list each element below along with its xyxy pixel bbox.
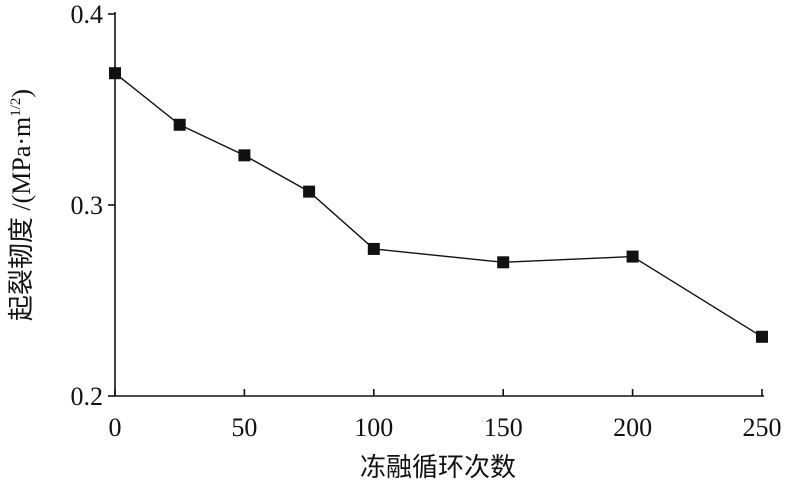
y-axis-label: 起裂韧度 /(MPa·m1/2) bbox=[7, 89, 36, 321]
y-tick-label: 0.2 bbox=[71, 382, 104, 411]
y-axis-label-end: ) bbox=[7, 89, 36, 98]
marker bbox=[626, 250, 639, 263]
y-tick-label: 0.4 bbox=[71, 0, 104, 29]
x-tick-label: 100 bbox=[354, 413, 393, 442]
x-tick-label: 200 bbox=[613, 413, 652, 442]
x-tick-label: 250 bbox=[743, 413, 782, 442]
marker bbox=[303, 185, 316, 198]
marker bbox=[497, 256, 510, 269]
marker bbox=[238, 149, 251, 162]
y-axis-label-sup: 1/2 bbox=[8, 98, 24, 117]
y-tick-label: 0.3 bbox=[71, 191, 104, 220]
marker bbox=[367, 242, 380, 255]
marker bbox=[173, 118, 186, 131]
y-axis-label-main: 起裂韧度 /(MPa·m bbox=[7, 117, 36, 321]
x-tick-label: 150 bbox=[484, 413, 523, 442]
series-line bbox=[114, 72, 763, 338]
x-axis-label: 冻融循环次数 bbox=[360, 453, 516, 482]
marker bbox=[109, 67, 121, 80]
marker bbox=[756, 330, 768, 343]
x-tick-label: 0 bbox=[109, 413, 122, 442]
x-tick-label: 50 bbox=[231, 413, 257, 442]
